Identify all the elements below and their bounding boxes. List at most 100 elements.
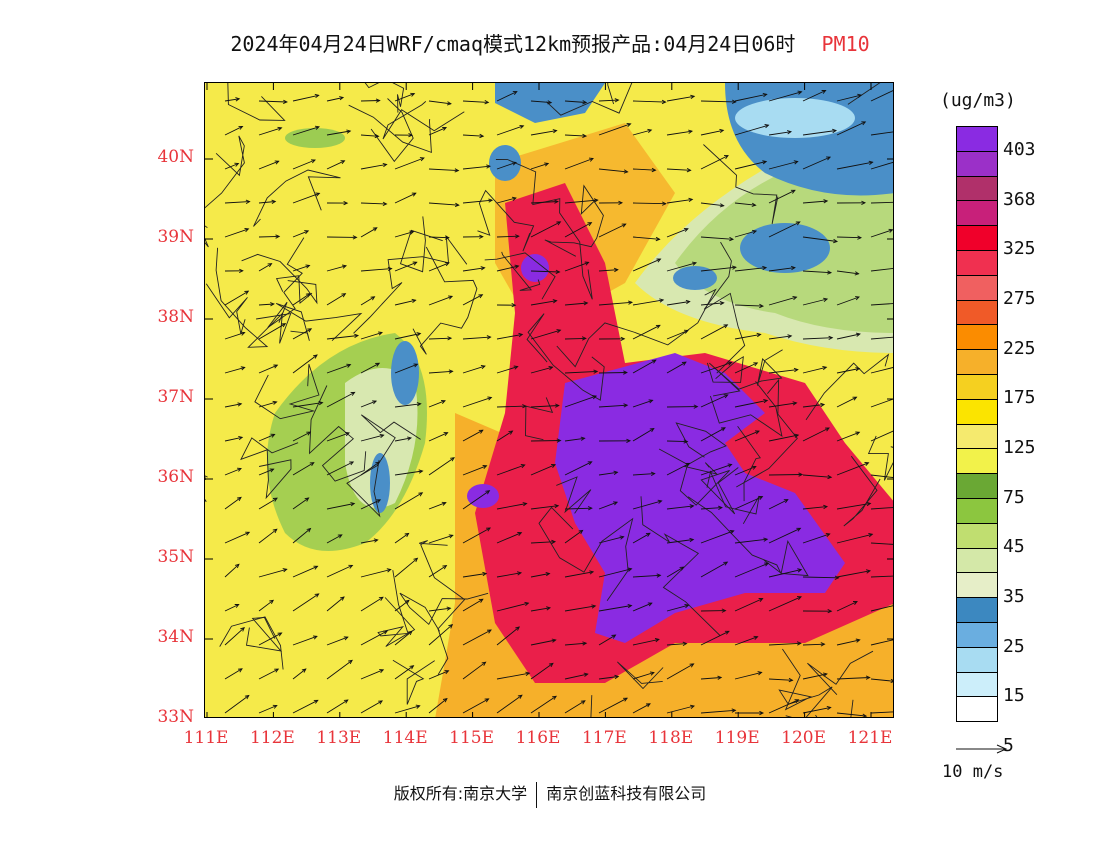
wind-arrow-head xyxy=(823,504,829,510)
wind-arrow xyxy=(768,699,799,714)
wind-arrow-head xyxy=(416,332,422,337)
wind-arrow xyxy=(292,635,318,646)
wind-arrow-head xyxy=(580,436,586,441)
wind-arrow-head xyxy=(893,710,894,713)
wind-arrow-head xyxy=(314,125,320,130)
wind-arrow-head xyxy=(822,366,828,371)
wind-arrow-head xyxy=(304,497,310,502)
wind-arrow xyxy=(530,695,557,714)
wind-arrow xyxy=(428,295,453,306)
wind-arrow xyxy=(700,463,732,476)
wind-arrow-head xyxy=(448,369,454,374)
wind-arrow-head xyxy=(487,396,493,401)
wind-arrow xyxy=(632,638,659,646)
wind-arrow xyxy=(768,267,795,272)
wind-arrow xyxy=(326,564,353,578)
wind-arrow-head xyxy=(762,265,768,271)
admin-border xyxy=(706,470,760,525)
wind-arrow-head xyxy=(273,364,279,369)
wind-arrow xyxy=(496,366,518,374)
wind-arrow-head xyxy=(350,502,356,507)
wind-arrow-head xyxy=(379,669,385,674)
wind-arrow-head xyxy=(235,97,241,102)
wind-arrow xyxy=(394,403,421,408)
admin-border xyxy=(240,437,299,500)
wind-arrow xyxy=(462,100,489,103)
wind-arrow xyxy=(496,161,517,170)
wind-arrow-head xyxy=(793,367,799,373)
copyright-text: 版权所有:南京大学 xyxy=(393,784,528,803)
wind-arrow xyxy=(700,677,722,680)
wind-arrow-head xyxy=(727,463,733,468)
wind-arrow-head xyxy=(626,438,632,444)
wind-arrow xyxy=(564,100,587,103)
wind-arrow-head xyxy=(275,234,281,239)
wind-arrow-head xyxy=(893,89,894,92)
wind-arrow xyxy=(700,324,728,340)
wind-arrow xyxy=(700,530,734,544)
wind-arrow-head xyxy=(238,435,244,441)
legend-swatch xyxy=(957,523,997,549)
wind-arrow-head xyxy=(548,662,554,668)
wind-arrow-head xyxy=(649,427,655,433)
wind-arrow-head xyxy=(373,538,379,543)
wind-arrow-head xyxy=(486,164,492,169)
wind-arrow-head xyxy=(556,329,562,334)
admin-border xyxy=(484,252,556,300)
wind-arrow-head xyxy=(751,465,757,470)
wind-arrow xyxy=(564,673,588,680)
wind-arrow xyxy=(632,236,660,240)
admin-border xyxy=(346,414,421,518)
lon-label: 112E xyxy=(249,728,295,748)
wind-arrow xyxy=(700,236,734,240)
wind-arrow xyxy=(564,337,586,340)
wind-arrow-head xyxy=(310,159,316,164)
wind-arrow xyxy=(496,464,525,476)
wind-arrow-head xyxy=(834,575,840,580)
wind-arrow-head xyxy=(792,401,798,406)
wind-arrow xyxy=(598,99,619,102)
wind-arrow xyxy=(462,465,487,476)
legend-swatch xyxy=(957,151,997,177)
wind-arrow xyxy=(666,705,695,714)
wind-arrow xyxy=(802,576,839,579)
wind-arrow-head xyxy=(409,665,415,670)
legend-swatch xyxy=(957,399,997,425)
legend-swatch xyxy=(957,300,997,326)
wind-arrow xyxy=(870,131,893,136)
wind-arrow xyxy=(462,661,486,680)
wind-arrow-head xyxy=(415,704,421,709)
wind-arrow-head xyxy=(519,124,525,129)
wind-arrow xyxy=(734,202,756,206)
wind-arrow-head xyxy=(343,699,349,704)
admin-border xyxy=(544,184,604,257)
wind-arrow xyxy=(870,474,893,478)
wind-arrow xyxy=(802,200,828,204)
wind-arrow-head xyxy=(793,160,799,165)
admin-border xyxy=(245,616,283,652)
wind-arrow xyxy=(292,230,309,238)
wind-arrow xyxy=(224,98,240,102)
wind-arrow-head xyxy=(352,235,358,240)
wind-arrow-head xyxy=(313,354,318,359)
wind-arrow-head xyxy=(480,266,486,271)
wind-arrow xyxy=(734,466,756,476)
wind-arrow xyxy=(428,698,448,714)
wind-arrow-head xyxy=(277,126,283,131)
wind-reference-vector xyxy=(955,740,1009,759)
wind-arrow-head xyxy=(683,329,689,334)
wind-arrow-head xyxy=(825,532,831,538)
wind-arrow-head xyxy=(852,396,858,401)
wind-arrow xyxy=(700,630,730,646)
wind-arrow xyxy=(224,531,250,544)
wind-arrow xyxy=(666,262,697,272)
wind-arrow-head xyxy=(555,403,560,408)
wind-arrow xyxy=(292,293,311,306)
wind-arrow xyxy=(768,499,789,510)
wind-arrow-head xyxy=(340,160,346,165)
wind-arrow-head xyxy=(267,263,273,268)
wind-arrow xyxy=(768,296,797,306)
admin-border xyxy=(399,592,489,632)
wind-arrow xyxy=(564,134,587,137)
lon-label: 121E xyxy=(847,728,893,748)
